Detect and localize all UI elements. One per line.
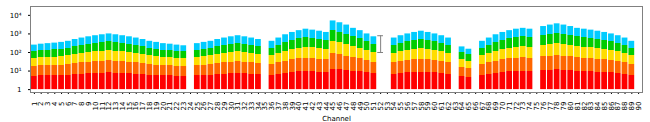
svg-text:35: 35 <box>261 101 270 111</box>
svg-text:11: 11 <box>98 101 107 111</box>
svg-text:69: 69 <box>492 101 501 111</box>
svg-text:72: 72 <box>512 101 521 111</box>
svg-text:31: 31 <box>234 101 243 111</box>
svg-text:49: 49 <box>356 101 365 111</box>
svg-text:88: 88 <box>621 101 630 111</box>
svg-text:10: 10 <box>91 101 100 111</box>
svg-text:85: 85 <box>600 101 609 111</box>
svg-text:63: 63 <box>451 101 460 111</box>
svg-text:29: 29 <box>220 101 229 111</box>
svg-text:5: 5 <box>57 101 66 106</box>
svg-text:46: 46 <box>336 101 345 111</box>
svg-text:89: 89 <box>628 101 636 111</box>
svg-text:79: 79 <box>560 101 569 111</box>
svg-text:81: 81 <box>573 101 582 111</box>
svg-text:19: 19 <box>152 101 161 111</box>
svg-text:55: 55 <box>397 101 406 111</box>
svg-text:71: 71 <box>505 101 514 111</box>
svg-text:86: 86 <box>607 101 616 111</box>
svg-text:16: 16 <box>132 101 141 111</box>
svg-text:33: 33 <box>247 101 256 111</box>
svg-text:27: 27 <box>207 101 216 111</box>
svg-text:10¹: 10¹ <box>10 67 22 75</box>
svg-text:56: 56 <box>404 101 412 111</box>
svg-text:32: 32 <box>241 101 250 111</box>
svg-text:68: 68 <box>485 101 494 111</box>
svg-text:36: 36 <box>268 101 277 111</box>
svg-text:70: 70 <box>499 101 508 111</box>
svg-text:37: 37 <box>275 101 283 111</box>
svg-text:10²: 10² <box>10 49 22 57</box>
svg-text:64: 64 <box>458 101 467 111</box>
svg-text:65: 65 <box>465 101 474 111</box>
svg-text:42: 42 <box>309 101 317 111</box>
svg-text:22: 22 <box>173 101 182 111</box>
svg-text:24: 24 <box>186 101 195 111</box>
svg-text:77: 77 <box>546 101 555 111</box>
svg-text:90: 90 <box>635 102 643 111</box>
svg-text:40: 40 <box>295 101 304 111</box>
svg-text:44: 44 <box>322 101 331 111</box>
svg-text:13: 13 <box>112 101 121 111</box>
svg-text:25: 25 <box>193 101 202 111</box>
svg-text:84: 84 <box>594 101 603 111</box>
svg-text:75: 75 <box>533 101 541 111</box>
svg-text:53: 53 <box>383 101 392 111</box>
svg-text:83: 83 <box>587 101 596 111</box>
svg-text:38: 38 <box>281 101 290 111</box>
svg-text:2: 2 <box>37 101 46 106</box>
svg-text:20: 20 <box>159 101 168 111</box>
svg-text:1: 1 <box>17 86 21 94</box>
svg-text:48: 48 <box>349 101 358 111</box>
svg-text:62: 62 <box>444 101 453 111</box>
svg-text:30: 30 <box>227 101 236 111</box>
svg-text:78: 78 <box>553 101 562 111</box>
svg-text:58: 58 <box>417 101 426 111</box>
svg-text:10⁴: 10⁴ <box>10 12 22 20</box>
svg-text:6: 6 <box>64 101 73 106</box>
svg-text:12: 12 <box>105 101 114 111</box>
svg-text:52: 52 <box>376 101 385 111</box>
svg-text:1: 1 <box>30 101 39 106</box>
svg-text:Channel: Channel <box>322 115 351 122</box>
svg-text:9: 9 <box>85 101 93 106</box>
svg-text:47: 47 <box>342 101 351 111</box>
svg-text:8: 8 <box>78 101 87 106</box>
svg-text:28: 28 <box>213 101 222 111</box>
svg-text:73: 73 <box>519 101 528 111</box>
svg-text:43: 43 <box>315 101 324 111</box>
svg-text:10³: 10³ <box>10 30 22 38</box>
svg-text:54: 54 <box>390 101 399 111</box>
svg-text:61: 61 <box>438 101 446 111</box>
svg-text:7: 7 <box>71 101 80 106</box>
svg-text:34: 34 <box>254 101 263 111</box>
svg-text:60: 60 <box>431 101 440 111</box>
svg-text:15: 15 <box>125 101 134 111</box>
svg-text:66: 66 <box>471 101 480 111</box>
svg-text:14: 14 <box>118 101 127 111</box>
svg-text:3: 3 <box>44 101 53 106</box>
svg-text:57: 57 <box>410 101 419 111</box>
svg-text:50: 50 <box>363 101 372 111</box>
svg-text:80: 80 <box>566 101 575 111</box>
svg-text:59: 59 <box>424 101 433 111</box>
svg-text:45: 45 <box>329 101 338 111</box>
svg-text:51: 51 <box>370 101 379 111</box>
svg-text:23: 23 <box>180 101 188 111</box>
svg-text:74: 74 <box>526 101 535 111</box>
svg-text:4: 4 <box>51 101 59 106</box>
svg-text:41: 41 <box>302 101 311 111</box>
svg-text:21: 21 <box>166 101 175 111</box>
svg-text:39: 39 <box>288 101 297 111</box>
svg-text:87: 87 <box>614 101 623 111</box>
svg-text:76: 76 <box>539 101 548 111</box>
svg-text:18: 18 <box>146 101 155 111</box>
svg-text:82: 82 <box>580 101 589 111</box>
svg-text:67: 67 <box>478 101 487 111</box>
svg-text:17: 17 <box>139 101 148 111</box>
svg-text:26: 26 <box>200 101 209 111</box>
